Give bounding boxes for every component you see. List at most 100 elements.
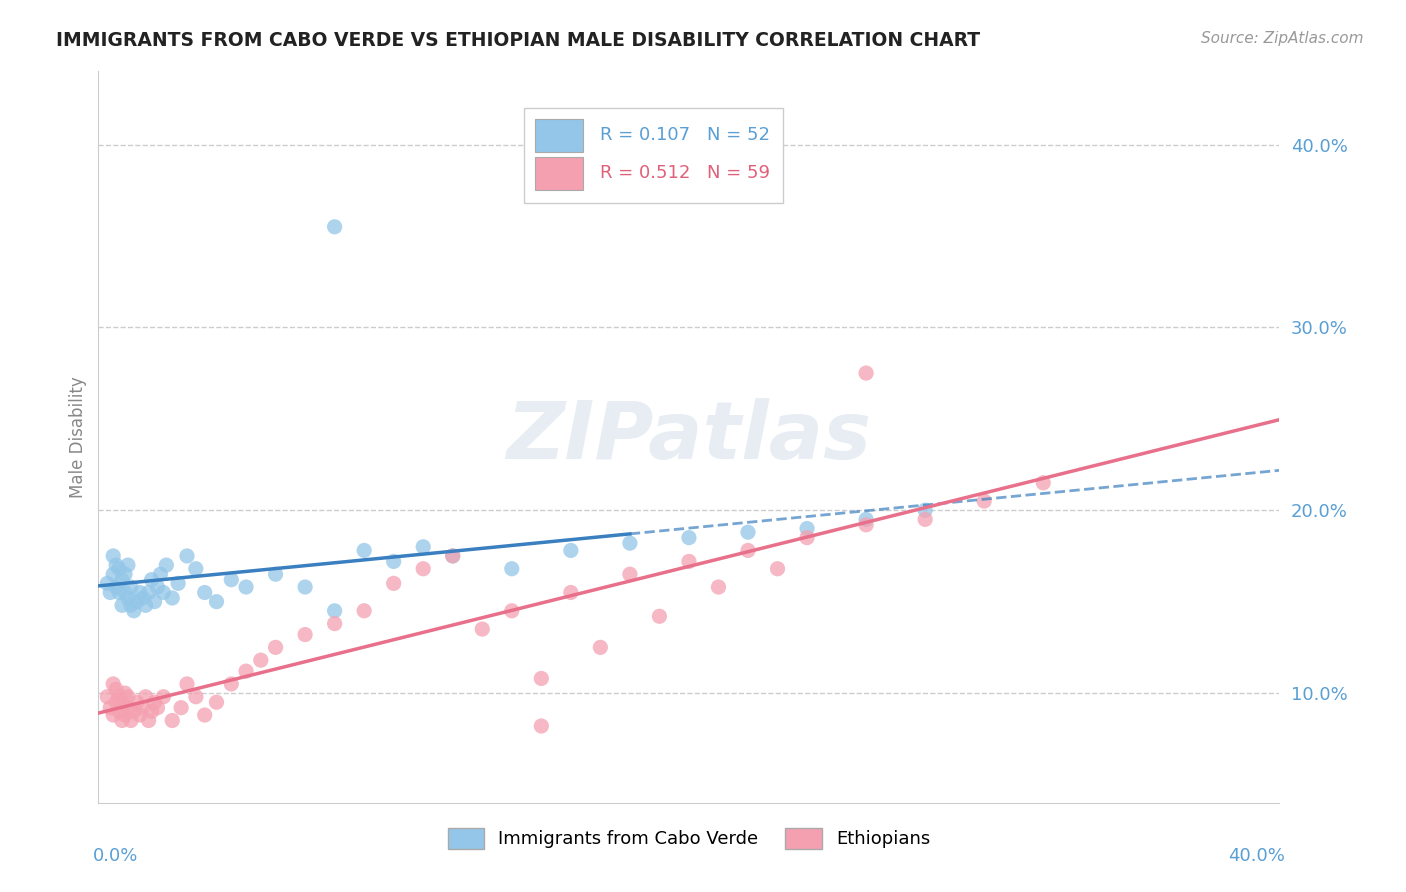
Point xyxy=(560,585,582,599)
FancyBboxPatch shape xyxy=(523,108,783,203)
Point xyxy=(235,580,257,594)
Text: IMMIGRANTS FROM CABO VERDE VS ETHIOPIAN MALE DISABILITY CORRELATION CHART: IMMIGRANTS FROM CABO VERDE VS ETHIOPIAN … xyxy=(56,31,980,50)
Point xyxy=(441,549,464,563)
Point xyxy=(973,494,995,508)
Point xyxy=(205,594,228,608)
Point xyxy=(184,690,207,704)
Point xyxy=(353,604,375,618)
Point xyxy=(294,580,316,594)
Point xyxy=(152,690,174,704)
Point xyxy=(501,562,523,576)
Point xyxy=(323,616,346,631)
Point xyxy=(1032,475,1054,490)
Point xyxy=(103,549,125,563)
Point xyxy=(138,714,160,728)
Point xyxy=(138,585,160,599)
Point xyxy=(235,664,257,678)
Point xyxy=(135,599,157,613)
Point xyxy=(501,604,523,618)
Point xyxy=(103,567,125,582)
Point xyxy=(264,640,287,655)
Point xyxy=(162,591,183,605)
Point xyxy=(149,567,172,582)
Point xyxy=(120,599,142,613)
Point xyxy=(114,708,136,723)
Text: N = 59: N = 59 xyxy=(707,164,769,182)
Point xyxy=(678,554,700,568)
Point xyxy=(114,567,136,582)
Point xyxy=(120,580,142,594)
Point xyxy=(855,366,877,380)
Point xyxy=(914,503,936,517)
Point xyxy=(176,677,198,691)
Point xyxy=(111,714,134,728)
Point xyxy=(184,562,207,576)
Point xyxy=(560,543,582,558)
Point xyxy=(205,695,228,709)
Point xyxy=(619,567,641,582)
Text: 0.0%: 0.0% xyxy=(93,847,138,864)
Point xyxy=(111,599,134,613)
Point xyxy=(135,690,157,704)
Point xyxy=(128,585,150,599)
Point xyxy=(117,700,139,714)
Point xyxy=(855,517,877,532)
Point xyxy=(194,708,217,723)
Text: Source: ZipAtlas.com: Source: ZipAtlas.com xyxy=(1201,31,1364,46)
Point xyxy=(737,543,759,558)
Point xyxy=(412,540,434,554)
Point xyxy=(108,690,131,704)
Point xyxy=(412,562,434,576)
Point xyxy=(132,700,155,714)
Point xyxy=(382,576,405,591)
Point xyxy=(589,640,612,655)
Point xyxy=(323,219,346,234)
Point xyxy=(250,653,273,667)
Text: R = 0.512: R = 0.512 xyxy=(600,164,690,182)
Point xyxy=(122,604,145,618)
Legend: Immigrants from Cabo Verde, Ethiopians: Immigrants from Cabo Verde, Ethiopians xyxy=(440,821,938,856)
Point xyxy=(125,695,148,709)
Point xyxy=(530,672,553,686)
Point xyxy=(294,627,316,641)
Point xyxy=(176,549,198,563)
Point xyxy=(471,622,494,636)
Y-axis label: Male Disability: Male Disability xyxy=(69,376,87,498)
Point xyxy=(530,719,553,733)
Point xyxy=(766,562,789,576)
Text: 40.0%: 40.0% xyxy=(1229,847,1285,864)
Text: ZIPatlas: ZIPatlas xyxy=(506,398,872,476)
Point xyxy=(117,558,139,573)
Point xyxy=(170,700,193,714)
Point xyxy=(152,585,174,599)
Point xyxy=(162,714,183,728)
FancyBboxPatch shape xyxy=(536,119,582,152)
Point xyxy=(125,594,148,608)
Point xyxy=(105,580,128,594)
FancyBboxPatch shape xyxy=(536,157,582,190)
Point xyxy=(105,695,128,709)
Point xyxy=(221,573,243,587)
Point xyxy=(132,591,155,605)
Text: R = 0.107: R = 0.107 xyxy=(600,127,690,145)
Point xyxy=(114,686,136,700)
Point xyxy=(353,543,375,558)
Point xyxy=(167,576,190,591)
Point xyxy=(323,604,346,618)
Point xyxy=(98,585,121,599)
Point xyxy=(103,677,125,691)
Point xyxy=(264,567,287,582)
Point xyxy=(796,521,818,535)
Point xyxy=(648,609,671,624)
Point xyxy=(221,677,243,691)
Point xyxy=(108,562,131,576)
Point xyxy=(108,705,131,719)
Point xyxy=(382,554,405,568)
Point xyxy=(143,695,166,709)
Point xyxy=(678,531,700,545)
Point xyxy=(120,714,142,728)
Point xyxy=(111,573,134,587)
Point xyxy=(117,591,139,605)
Point xyxy=(105,558,128,573)
Point xyxy=(146,700,169,714)
